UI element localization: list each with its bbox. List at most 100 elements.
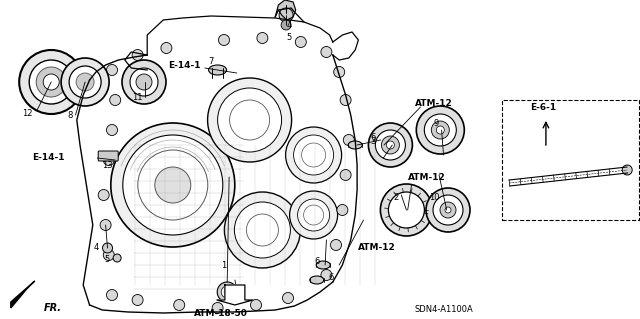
Ellipse shape — [310, 276, 324, 284]
Circle shape — [207, 78, 292, 162]
Circle shape — [424, 114, 456, 146]
Circle shape — [102, 243, 113, 253]
Circle shape — [388, 192, 424, 228]
Text: ATM-12: ATM-12 — [358, 243, 396, 253]
Circle shape — [433, 195, 463, 225]
Circle shape — [109, 94, 121, 106]
Circle shape — [301, 143, 326, 167]
Ellipse shape — [348, 141, 362, 149]
Circle shape — [106, 124, 118, 136]
Circle shape — [161, 42, 172, 54]
Circle shape — [19, 50, 83, 114]
Text: ATM-12: ATM-12 — [408, 174, 446, 182]
Circle shape — [343, 135, 355, 145]
Text: ATM-18-50: ATM-18-50 — [194, 309, 248, 318]
Text: 6: 6 — [329, 273, 334, 283]
Text: E-6-1: E-6-1 — [530, 103, 556, 113]
Circle shape — [132, 294, 143, 306]
Circle shape — [36, 67, 66, 97]
Text: 12: 12 — [22, 108, 32, 117]
Circle shape — [387, 141, 394, 149]
Text: SDN4-A1100A: SDN4-A1100A — [414, 306, 473, 315]
Circle shape — [113, 254, 121, 262]
Circle shape — [98, 189, 109, 201]
Text: 5: 5 — [104, 256, 109, 264]
Circle shape — [250, 300, 262, 310]
Circle shape — [230, 100, 269, 140]
Circle shape — [279, 8, 293, 22]
Circle shape — [330, 240, 342, 250]
Polygon shape — [11, 281, 35, 308]
Text: 7: 7 — [209, 57, 214, 66]
Circle shape — [218, 88, 282, 152]
Ellipse shape — [209, 65, 227, 75]
Circle shape — [234, 202, 291, 258]
Circle shape — [416, 106, 464, 154]
Circle shape — [221, 286, 233, 298]
Circle shape — [333, 66, 345, 78]
Circle shape — [381, 136, 399, 154]
Text: 3: 3 — [371, 137, 376, 146]
Circle shape — [281, 20, 291, 30]
Circle shape — [130, 68, 158, 96]
Circle shape — [106, 64, 118, 76]
Circle shape — [298, 199, 330, 231]
Circle shape — [173, 300, 185, 310]
Text: 9: 9 — [434, 118, 439, 128]
Circle shape — [155, 167, 191, 203]
Circle shape — [212, 302, 223, 314]
Circle shape — [445, 207, 451, 213]
Circle shape — [224, 289, 230, 295]
Circle shape — [282, 293, 294, 303]
Circle shape — [321, 270, 332, 280]
Circle shape — [340, 169, 351, 181]
Circle shape — [436, 126, 444, 134]
Circle shape — [100, 219, 111, 231]
Circle shape — [69, 66, 101, 98]
Circle shape — [225, 192, 300, 268]
Ellipse shape — [316, 261, 330, 269]
Circle shape — [369, 123, 412, 167]
Text: E-14-1: E-14-1 — [168, 61, 201, 70]
Text: 11: 11 — [132, 93, 143, 101]
Circle shape — [295, 36, 307, 48]
Circle shape — [380, 184, 433, 236]
Circle shape — [111, 123, 235, 247]
Text: 6: 6 — [314, 257, 319, 266]
Circle shape — [122, 60, 166, 104]
Polygon shape — [217, 285, 253, 305]
Circle shape — [426, 188, 470, 232]
FancyBboxPatch shape — [98, 151, 118, 161]
Circle shape — [218, 34, 230, 46]
Circle shape — [136, 74, 152, 90]
Circle shape — [106, 290, 118, 300]
Circle shape — [138, 150, 208, 220]
Circle shape — [217, 282, 237, 302]
Text: ATM-12: ATM-12 — [415, 99, 452, 108]
Text: 4: 4 — [287, 20, 292, 29]
Circle shape — [340, 94, 351, 106]
Circle shape — [246, 214, 278, 246]
Text: FR.: FR. — [44, 303, 61, 313]
Circle shape — [123, 135, 223, 235]
Text: 4: 4 — [93, 243, 99, 253]
Circle shape — [294, 135, 333, 175]
Text: 10: 10 — [429, 194, 439, 203]
Text: E-14-1: E-14-1 — [32, 153, 65, 162]
Circle shape — [321, 47, 332, 57]
Circle shape — [303, 205, 324, 225]
Text: 2: 2 — [393, 194, 398, 203]
Text: 8: 8 — [68, 110, 73, 120]
Circle shape — [290, 191, 338, 239]
Circle shape — [285, 127, 342, 183]
Circle shape — [103, 154, 115, 166]
Text: 13: 13 — [102, 160, 113, 169]
Circle shape — [622, 165, 632, 175]
Circle shape — [376, 130, 405, 160]
Circle shape — [61, 58, 109, 106]
Circle shape — [103, 249, 115, 261]
Circle shape — [431, 121, 449, 139]
Text: 6: 6 — [371, 133, 376, 143]
Circle shape — [337, 204, 348, 216]
Circle shape — [76, 73, 94, 91]
